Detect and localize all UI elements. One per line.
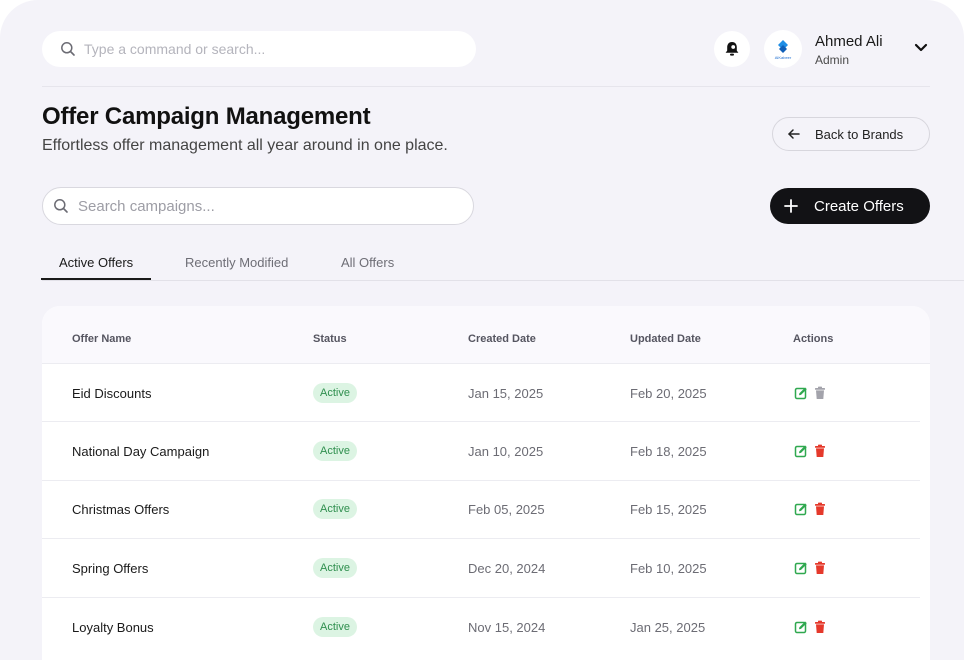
trash-icon[interactable]	[813, 444, 827, 458]
status-badge: Active	[313, 617, 357, 637]
edit-icon[interactable]	[794, 386, 808, 400]
trash-icon[interactable]	[813, 620, 827, 634]
column-header-created-date: Created Date	[468, 333, 536, 345]
back-to-brands-button[interactable]: Back to Brands	[772, 117, 930, 151]
column-header-actions: Actions	[793, 333, 834, 345]
notifications-button[interactable]	[714, 31, 750, 67]
tab-recently-modified[interactable]: Recently Modified	[185, 255, 289, 270]
updated-date: Feb 15, 2025	[630, 502, 707, 517]
table-row: Loyalty Bonus Active Nov 15, 2024 Jan 25…	[42, 598, 920, 656]
create-offers-button[interactable]: Create Offers	[770, 188, 930, 224]
table-row: Spring Offers Active Dec 20, 2024 Feb 10…	[42, 540, 920, 598]
campaign-search-input[interactable]	[78, 197, 458, 215]
status-badge: Active	[313, 383, 357, 403]
chevron-down-icon[interactable]	[913, 42, 929, 54]
plus-icon	[784, 199, 798, 213]
created-date: Jan 15, 2025	[468, 386, 544, 401]
offer-name: National Day Campaign	[72, 444, 210, 459]
tab-active-offers[interactable]: Active Offers	[59, 255, 134, 270]
offer-name: Eid Discounts	[72, 386, 152, 401]
command-search-bar[interactable]	[42, 31, 476, 67]
updated-date: Feb 18, 2025	[630, 444, 707, 459]
trash-icon[interactable]	[813, 561, 827, 575]
column-header-updated-date: Updated Date	[630, 333, 701, 345]
table-row: Christmas Offers Active Feb 05, 2025 Feb…	[42, 481, 920, 539]
table-row: National Day Campaign Active Jan 10, 202…	[42, 423, 920, 481]
active-tab-indicator	[41, 278, 151, 280]
brand-logo-icon	[774, 39, 792, 55]
brand-avatar[interactable]: AlKabeer	[764, 30, 802, 68]
search-icon	[60, 41, 76, 57]
offer-name: Loyalty Bonus	[72, 620, 154, 635]
edit-icon[interactable]	[794, 444, 808, 458]
updated-date: Feb 20, 2025	[630, 386, 707, 401]
user-role: Admin	[815, 53, 850, 67]
edit-icon[interactable]	[794, 620, 808, 634]
updated-date: Jan 25, 2025	[630, 620, 706, 635]
column-header-status: Status	[313, 333, 347, 345]
back-to-brands-label: Back to Brands	[815, 126, 904, 142]
trash-icon[interactable]	[813, 502, 827, 516]
arrow-left-icon	[787, 127, 801, 141]
status-badge: Active	[313, 441, 357, 461]
page-subtitle: Effortless offer management all year aro…	[42, 137, 448, 154]
updated-date: Feb 10, 2025	[630, 561, 707, 576]
tabs-divider	[42, 280, 964, 281]
table-row: Eid Discounts Active Jan 15, 2025 Feb 20…	[42, 364, 920, 422]
column-header-offer-name: Offer Name	[72, 333, 132, 345]
search-icon	[53, 198, 69, 214]
page-title: Offer Campaign Management	[42, 103, 371, 130]
create-offers-label: Create Offers	[814, 197, 904, 215]
user-name: Ahmed Ali	[815, 33, 883, 50]
status-badge: Active	[313, 499, 357, 519]
edit-icon[interactable]	[794, 561, 808, 575]
command-search-input[interactable]	[84, 41, 444, 57]
top-divider	[42, 86, 930, 87]
table-header: Offer Name Status Created Date Updated D…	[42, 306, 930, 364]
offers-table: Offer Name Status Created Date Updated D…	[42, 306, 930, 660]
created-date: Dec 20, 2024	[468, 561, 546, 576]
created-date: Nov 15, 2024	[468, 620, 546, 635]
tab-all-offers[interactable]: All Offers	[341, 255, 395, 270]
campaign-search-bar[interactable]	[42, 187, 474, 225]
edit-icon[interactable]	[794, 502, 808, 516]
offer-name: Christmas Offers	[72, 502, 170, 517]
status-badge: Active	[313, 558, 357, 578]
created-date: Jan 10, 2025	[468, 444, 544, 459]
offer-name: Spring Offers	[72, 561, 149, 576]
created-date: Feb 05, 2025	[468, 502, 545, 517]
brand-logo-text: AlKabeer	[774, 54, 792, 60]
bell-icon	[723, 40, 741, 58]
trash-icon[interactable]	[813, 386, 827, 400]
